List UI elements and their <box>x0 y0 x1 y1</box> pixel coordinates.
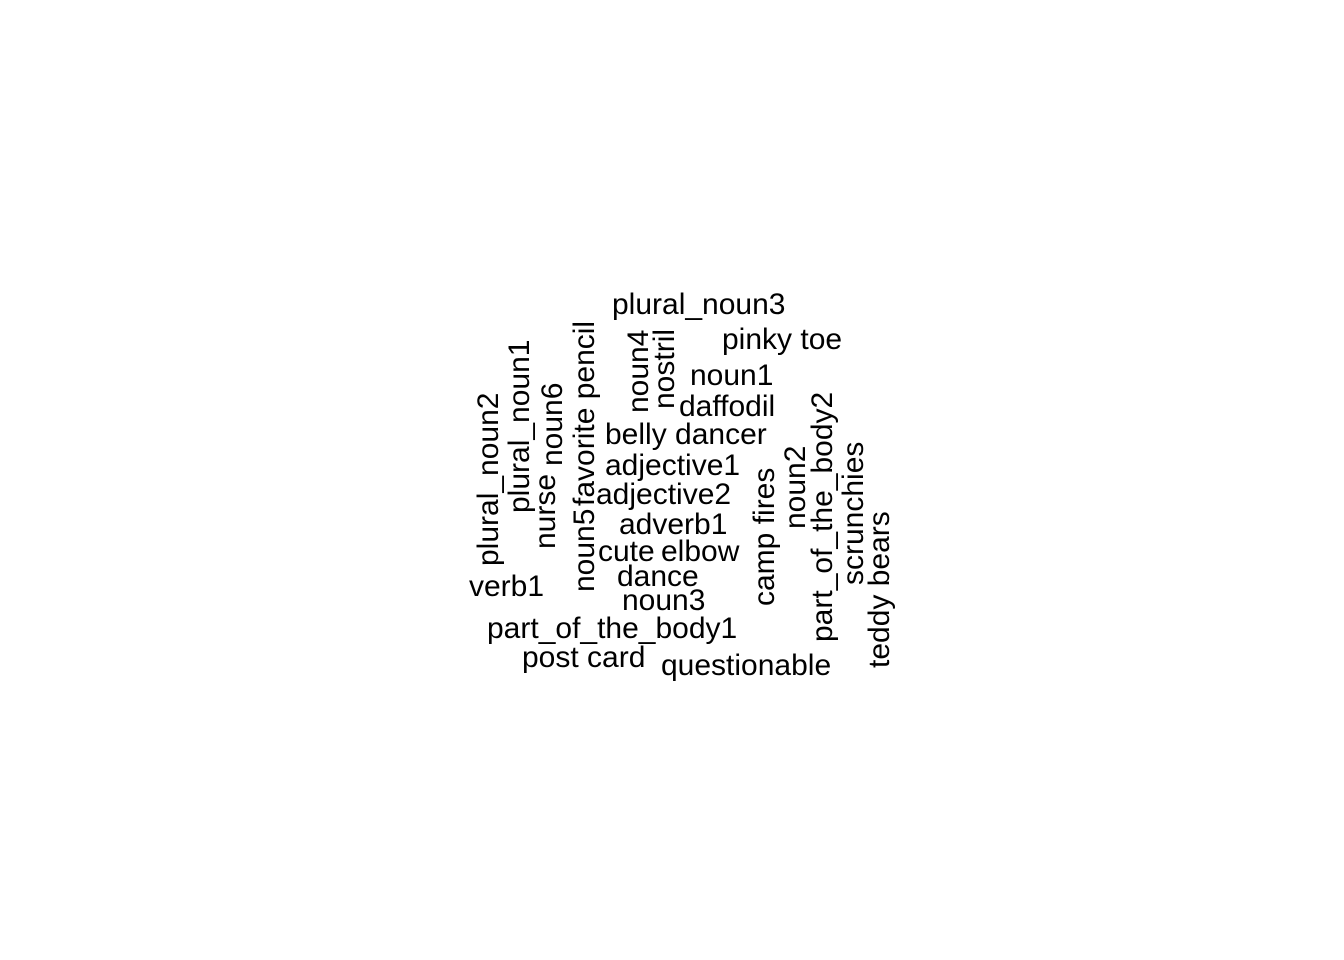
word-adjective2: adjective2 <box>596 478 731 511</box>
word-nurse: nurse <box>529 474 562 549</box>
word-scrunchies: scrunchies <box>837 442 870 585</box>
word-adjective1: adjective1 <box>605 449 740 482</box>
word-pinky-toe: pinky toe <box>722 323 842 356</box>
word-noun5: noun5 <box>568 509 601 592</box>
word-part-of-the-body2: part_of_the_body2 <box>806 392 839 642</box>
word-teddy-bears: teddy bears <box>863 511 896 668</box>
word-verb1: verb1 <box>469 570 544 603</box>
word-noun1: noun1 <box>690 359 773 392</box>
word-elbow: elbow <box>661 535 740 568</box>
word-belly-dancer: belly dancer <box>605 418 767 451</box>
word-adverb1: adverb1 <box>619 508 727 541</box>
word-plural-noun1: plural_noun1 <box>503 340 536 513</box>
word-cute: cute <box>598 535 655 568</box>
word-plural-noun2: plural_noun2 <box>472 393 505 566</box>
word-favorite-pencil: favorite pencil <box>568 321 601 506</box>
word-nostril: nostril <box>648 329 681 409</box>
word-post-card: post card <box>522 641 645 674</box>
word-part-of-the-body1: part_of_the_body1 <box>487 612 737 645</box>
word-noun4: noun4 <box>622 330 655 413</box>
word-dance: dance <box>617 560 699 593</box>
word-questionable: questionable <box>661 649 831 682</box>
word-noun2: noun2 <box>779 446 812 529</box>
word-noun3: noun3 <box>622 584 705 617</box>
word-noun6: noun6 <box>536 383 569 466</box>
word-camp-fires: camp fires <box>748 468 781 606</box>
word-daffodil: daffodil <box>679 390 775 423</box>
word-plural-noun3: plural_noun3 <box>612 288 785 321</box>
